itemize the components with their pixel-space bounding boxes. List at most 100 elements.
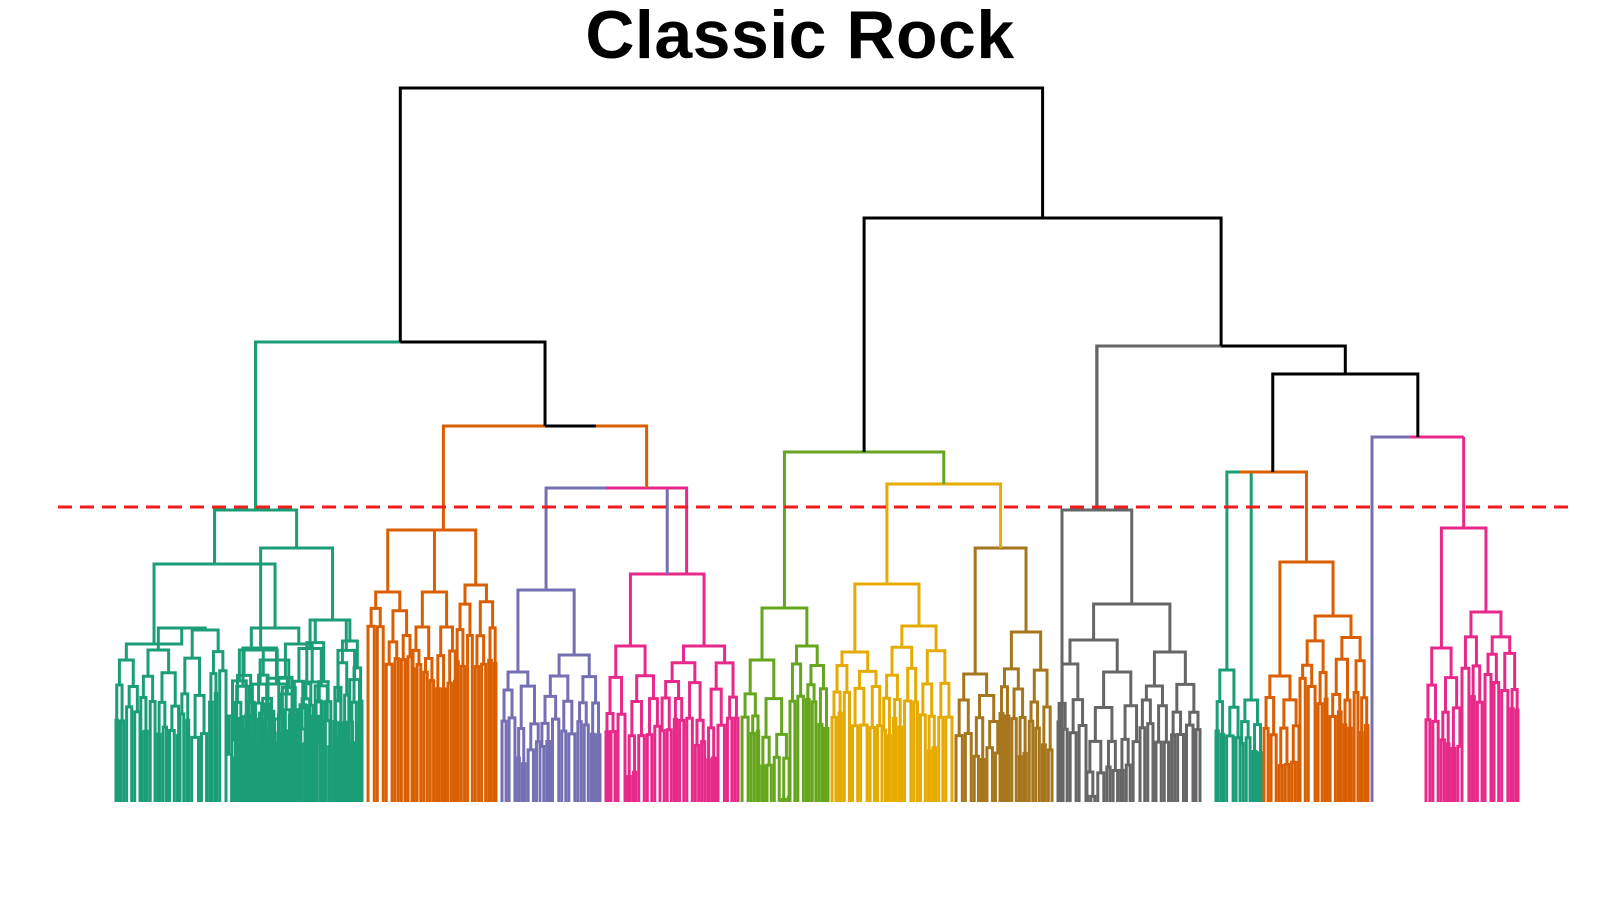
cluster-8-node — [1123, 704, 1139, 742]
cluster-6-node — [921, 682, 934, 717]
cluster-6-leaf — [944, 715, 954, 802]
cluster-5-node — [751, 714, 760, 734]
cluster-4-node — [664, 679, 681, 699]
cluster-2-leaf — [375, 625, 385, 802]
cluster-10-leaf — [1352, 690, 1360, 802]
cluster-3-node — [591, 701, 601, 735]
cluster-1-leaf — [267, 709, 276, 802]
cluster-2-node — [488, 626, 497, 664]
cluster-1-node — [213, 508, 299, 564]
cluster-8-node — [1175, 682, 1196, 713]
cluster-10-leaf — [1328, 715, 1337, 802]
cluster-2-node — [424, 657, 434, 681]
cluster-2-node — [411, 648, 421, 669]
cluster-10-leaf — [1283, 763, 1291, 802]
cluster-4-node — [695, 718, 705, 746]
cluster-5-node — [764, 697, 784, 738]
trunk-r3 — [862, 216, 1223, 452]
cluster-6-leaf — [851, 724, 860, 802]
cluster-5-leaf — [780, 797, 787, 802]
cluster-12-node — [1490, 635, 1512, 655]
cluster-1-leaf — [208, 700, 214, 802]
cluster-7-leaf — [1034, 726, 1041, 802]
cluster-9-node — [1228, 705, 1240, 738]
cluster-5-leaf — [810, 700, 818, 802]
cluster-4-node — [707, 726, 716, 760]
cluster-4-node — [714, 661, 735, 698]
cluster-4-node — [670, 661, 697, 683]
cluster-5-leaf — [772, 755, 781, 802]
cluster-1-leaf — [338, 727, 344, 802]
cluster-10-leaf — [1269, 733, 1278, 802]
cluster-1-node — [193, 693, 206, 738]
cluster-8-leaf — [1154, 740, 1163, 802]
cluster-6-node — [893, 698, 902, 728]
cluster-1-node — [211, 650, 225, 674]
cluster-1-node — [305, 641, 326, 684]
cluster-1-leaf — [350, 700, 358, 802]
cluster-3-node — [578, 701, 588, 725]
cluster-8-leaf — [1105, 765, 1112, 802]
trunk-root — [398, 86, 1045, 342]
cluster-6-leaf — [880, 728, 888, 802]
cluster-2-node — [369, 606, 382, 627]
cluster-5-leaf — [749, 731, 756, 802]
cluster-9-leaf — [1244, 736, 1252, 802]
cluster-8-leaf — [1162, 740, 1171, 802]
cluster-2-leaf — [415, 662, 423, 802]
cluster-10-leaf — [1306, 684, 1317, 802]
cluster-12-leaf — [1483, 673, 1493, 802]
cluster-5-leaf — [740, 715, 750, 802]
cluster-9-node — [1225, 470, 1253, 700]
cluster-1-node — [117, 658, 135, 687]
cluster-1-node — [313, 618, 352, 643]
cluster-1-node — [297, 647, 323, 686]
cluster-2-leaf — [428, 679, 436, 802]
cluster-7-leaf — [972, 754, 980, 802]
cluster-4-node — [630, 699, 644, 736]
cluster-12-leaf — [1470, 695, 1476, 802]
cluster-2-leaf — [422, 670, 429, 802]
cluster-1-leaf — [190, 735, 200, 802]
cluster-1-node — [231, 679, 248, 717]
cluster-12-node — [1426, 683, 1438, 722]
cluster-2-node — [439, 625, 454, 656]
cluster-3-node — [581, 675, 598, 703]
cluster-2-node — [420, 590, 449, 628]
cluster-3-leaf — [507, 716, 517, 802]
cluster-1-leaf — [213, 691, 219, 802]
cluster-1-node — [258, 658, 291, 688]
cluster-6-leaf — [891, 716, 898, 802]
cluster-3-node — [557, 653, 591, 677]
cluster-10-leaf — [1336, 710, 1343, 802]
cluster-2-node — [436, 654, 446, 689]
cluster-2-leaf — [393, 657, 400, 802]
cluster-10-node — [1291, 724, 1301, 763]
cluster-4-leaf — [645, 733, 654, 802]
cluster-8-leaf — [1119, 768, 1125, 802]
cluster-5-node — [775, 732, 788, 759]
cluster-4-node — [635, 674, 655, 702]
cluster-4-leaf — [725, 716, 734, 802]
cluster-6-leaf — [926, 749, 932, 802]
cluster-3-leaf — [576, 720, 583, 802]
cluster-8-leaf — [1170, 733, 1177, 802]
cluster-4-node — [614, 644, 647, 678]
cluster-5-node — [760, 606, 809, 660]
cluster-1-leaf — [138, 730, 144, 802]
cluster-8-node — [1106, 739, 1117, 771]
cluster-10-node — [1343, 698, 1352, 729]
cluster-1-leaf — [156, 732, 162, 802]
cluster-4-leaf — [658, 729, 666, 802]
cluster-7-leaf — [1010, 717, 1018, 802]
cluster-8-leaf — [1084, 794, 1090, 802]
cluster-12-leaf — [1450, 746, 1457, 802]
cluster-7-leaf — [1004, 714, 1011, 802]
cluster-4-leaf — [706, 758, 711, 802]
cluster-4-node — [688, 681, 702, 721]
cluster-6-node — [906, 666, 918, 702]
cluster-6-leaf — [830, 715, 838, 802]
cluster-9-node — [1253, 723, 1263, 753]
cluster-1-leaf — [250, 740, 258, 802]
cluster-6-node — [832, 690, 842, 718]
